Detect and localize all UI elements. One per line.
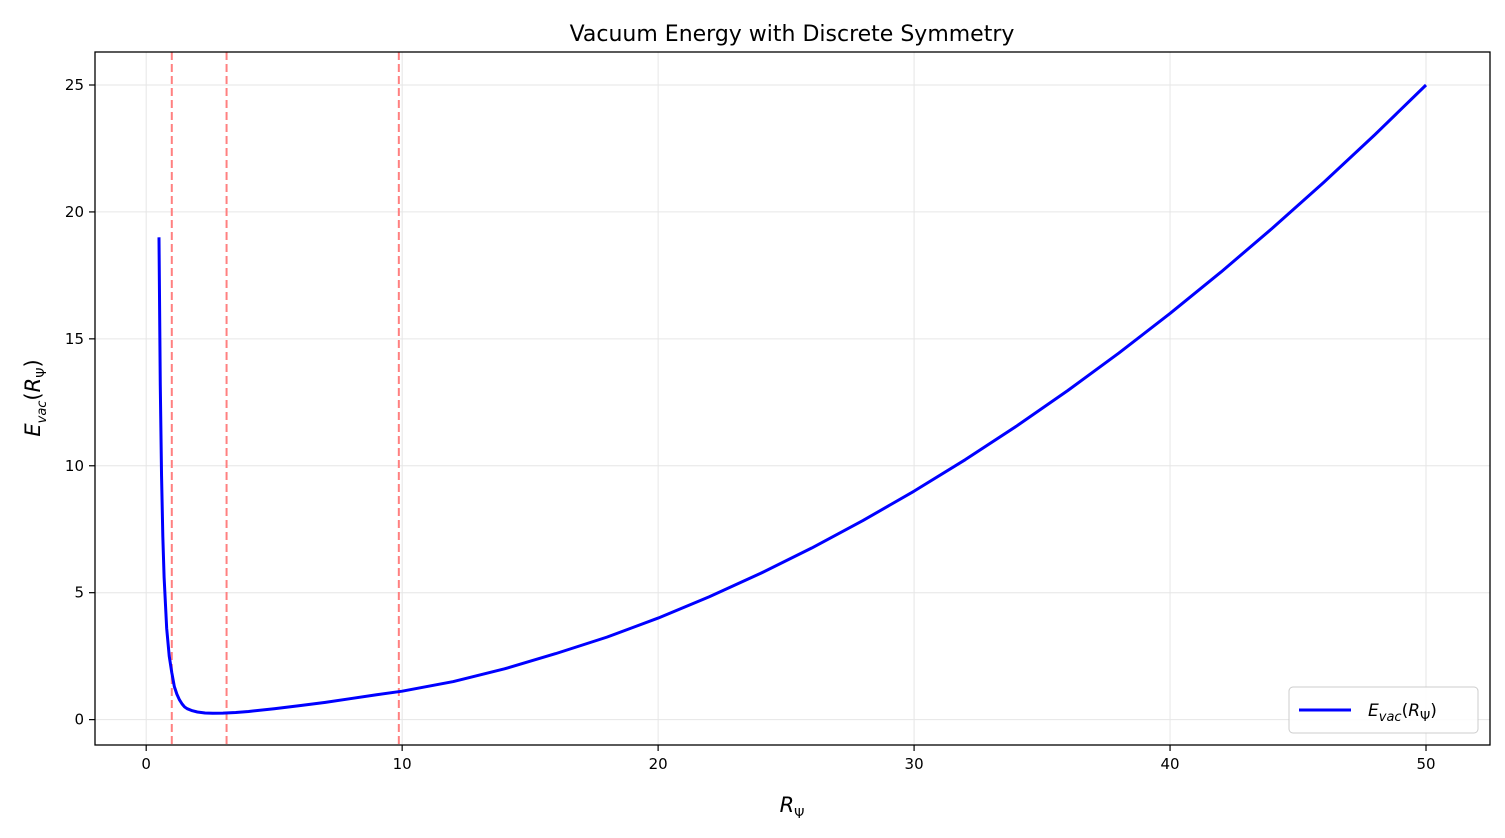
- y-axis-label: Evac(RΨ): [21, 359, 50, 436]
- x-axis-label-base: R: [780, 793, 795, 817]
- series-line: [157, 83, 1428, 715]
- y-axis-label-base: E: [21, 423, 45, 437]
- series-layer: [157, 83, 1428, 715]
- y-axis-label-open: (: [21, 392, 45, 400]
- legend-label-close: ): [1430, 701, 1437, 721]
- x-tick-label: 20: [649, 755, 668, 773]
- x-tick-label: 30: [905, 755, 924, 773]
- legend-label-arg-sub: Ψ: [1420, 710, 1430, 725]
- y-axis-label-sub: vac: [35, 401, 50, 424]
- x-tick-label: 40: [1160, 755, 1179, 773]
- x-tick-label: 10: [393, 755, 412, 773]
- y-tick-label: 15: [65, 330, 84, 348]
- y-tick-label: 10: [65, 457, 84, 475]
- y-axis-label-arg-sub: Ψ: [35, 368, 50, 378]
- x-axis-ticks: 0 10 20 30 40 50: [141, 745, 1436, 773]
- legend-box: [1288, 686, 1479, 734]
- legend: Evac(RΨ): [1288, 686, 1479, 734]
- x-tick-label: 50: [1416, 755, 1435, 773]
- y-tick-label: 20: [65, 203, 84, 221]
- plot-frame: [94, 51, 1491, 746]
- y-tick-label: 0: [74, 711, 84, 729]
- chart-title: Vacuum Energy with Discrete Symmetry: [570, 22, 1015, 47]
- x-axis-label-sub: Ψ: [794, 807, 804, 822]
- y-axis-label-arg: R: [21, 378, 45, 393]
- x-axis-label: RΨ: [780, 793, 805, 822]
- y-tick-label: 5: [74, 584, 84, 602]
- grid-lines: [95, 52, 1490, 745]
- legend-label-arg: R: [1408, 701, 1420, 721]
- reference-lines: [170, 52, 400, 745]
- legend-label-sub: vac: [1379, 710, 1402, 725]
- x-tick-label: 0: [141, 755, 151, 773]
- y-axis-label-close: ): [21, 359, 45, 367]
- y-axis-ticks: 0 5 10 15 20 25: [65, 76, 95, 729]
- y-tick-label: 25: [65, 76, 84, 94]
- legend-label-open: (: [1402, 701, 1409, 721]
- legend-label: Evac(RΨ): [1368, 701, 1437, 725]
- legend-label-base: E: [1368, 701, 1379, 721]
